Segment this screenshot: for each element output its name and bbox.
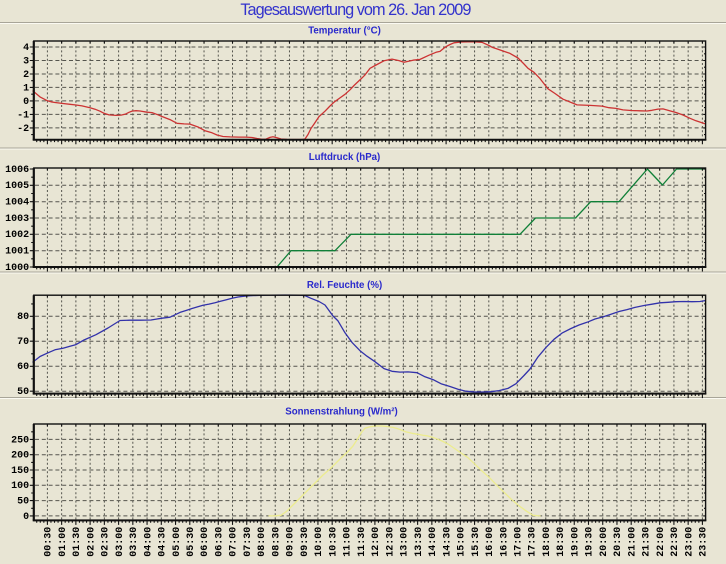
svg-text:03:30: 03:30 bbox=[129, 527, 140, 557]
svg-text:17:30: 17:30 bbox=[528, 527, 539, 557]
svg-text:1: 1 bbox=[23, 83, 29, 94]
svg-text:18:00: 18:00 bbox=[542, 527, 553, 557]
svg-text:19:30: 19:30 bbox=[585, 527, 596, 557]
svg-text:2: 2 bbox=[23, 70, 29, 81]
svg-text:10:30: 10:30 bbox=[328, 527, 339, 557]
svg-text:250: 250 bbox=[11, 435, 29, 446]
svg-text:11:00: 11:00 bbox=[343, 527, 354, 557]
svg-text:08:30: 08:30 bbox=[271, 527, 282, 557]
svg-text:02:00: 02:00 bbox=[86, 527, 97, 557]
svg-text:-2: -2 bbox=[17, 124, 29, 135]
svg-text:16:30: 16:30 bbox=[499, 527, 510, 557]
svg-text:06:00: 06:00 bbox=[200, 527, 211, 557]
svg-text:11:30: 11:30 bbox=[357, 527, 368, 557]
svg-text:05:00: 05:00 bbox=[172, 527, 183, 557]
svg-text:1001: 1001 bbox=[5, 247, 29, 258]
svg-text:70: 70 bbox=[17, 337, 29, 348]
svg-text:13:00: 13:00 bbox=[400, 527, 411, 557]
svg-text:1005: 1005 bbox=[5, 181, 29, 192]
svg-text:06:30: 06:30 bbox=[214, 527, 225, 557]
svg-text:4: 4 bbox=[23, 43, 29, 54]
svg-text:20:00: 20:00 bbox=[599, 527, 610, 557]
svg-text:22:30: 22:30 bbox=[670, 527, 681, 557]
svg-text:60: 60 bbox=[17, 362, 29, 373]
svg-text:100: 100 bbox=[11, 481, 29, 492]
svg-text:14:30: 14:30 bbox=[442, 527, 453, 557]
svg-text:16:00: 16:00 bbox=[485, 527, 496, 557]
svg-text:1004: 1004 bbox=[5, 198, 29, 209]
svg-text:23:30: 23:30 bbox=[699, 527, 710, 557]
svg-text:00:30: 00:30 bbox=[44, 527, 55, 557]
svg-text:01:30: 01:30 bbox=[72, 527, 83, 557]
svg-text:05:30: 05:30 bbox=[186, 527, 197, 557]
svg-text:12:00: 12:00 bbox=[371, 527, 382, 557]
svg-text:15:30: 15:30 bbox=[471, 527, 482, 557]
svg-text:3: 3 bbox=[23, 56, 29, 67]
svg-text:0: 0 bbox=[23, 97, 29, 108]
svg-text:23:00: 23:00 bbox=[684, 527, 695, 557]
svg-text:13:30: 13:30 bbox=[414, 527, 425, 557]
svg-text:150: 150 bbox=[11, 466, 29, 477]
svg-text:80: 80 bbox=[17, 312, 29, 323]
svg-text:-1: -1 bbox=[17, 110, 29, 121]
svg-text:50: 50 bbox=[17, 497, 29, 508]
svg-text:22:00: 22:00 bbox=[656, 527, 667, 557]
svg-text:18:30: 18:30 bbox=[556, 527, 567, 557]
svg-text:12:30: 12:30 bbox=[385, 527, 396, 557]
svg-text:Temperatur (°C): Temperatur (°C) bbox=[308, 25, 381, 36]
svg-text:07:30: 07:30 bbox=[243, 527, 254, 557]
svg-text:1003: 1003 bbox=[5, 214, 29, 225]
svg-text:200: 200 bbox=[11, 451, 29, 462]
svg-text:Luftdruck (hPa): Luftdruck (hPa) bbox=[309, 152, 381, 163]
svg-text:Rel. Feuchte (%): Rel. Feuchte (%) bbox=[307, 280, 382, 291]
svg-text:Sonnenstrahlung (W/m²): Sonnenstrahlung (W/m²) bbox=[285, 406, 397, 417]
svg-text:08:00: 08:00 bbox=[257, 527, 268, 557]
svg-text:09:00: 09:00 bbox=[286, 527, 297, 557]
svg-text:04:00: 04:00 bbox=[143, 527, 154, 557]
svg-text:02:30: 02:30 bbox=[101, 527, 112, 557]
svg-text:Tagesauswertung vom 26. Jan 20: Tagesauswertung vom 26. Jan 2009 bbox=[240, 1, 471, 19]
svg-text:01:00: 01:00 bbox=[58, 527, 69, 557]
svg-text:1000: 1000 bbox=[5, 263, 29, 274]
svg-text:04:30: 04:30 bbox=[158, 527, 169, 557]
svg-text:21:00: 21:00 bbox=[627, 527, 638, 557]
svg-text:14:00: 14:00 bbox=[428, 527, 439, 557]
svg-text:09:30: 09:30 bbox=[300, 527, 311, 557]
svg-text:50: 50 bbox=[17, 387, 29, 398]
svg-text:07:00: 07:00 bbox=[229, 527, 240, 557]
svg-text:20:30: 20:30 bbox=[613, 527, 624, 557]
svg-text:10:00: 10:00 bbox=[314, 527, 325, 557]
svg-text:21:30: 21:30 bbox=[642, 527, 653, 557]
svg-text:03:00: 03:00 bbox=[115, 527, 126, 557]
svg-text:1002: 1002 bbox=[5, 230, 29, 241]
svg-text:0: 0 bbox=[23, 512, 29, 523]
svg-text:17:00: 17:00 bbox=[513, 527, 524, 557]
svg-text:1006: 1006 bbox=[5, 165, 29, 176]
svg-text:15:00: 15:00 bbox=[457, 527, 468, 557]
svg-text:19:00: 19:00 bbox=[570, 527, 581, 557]
